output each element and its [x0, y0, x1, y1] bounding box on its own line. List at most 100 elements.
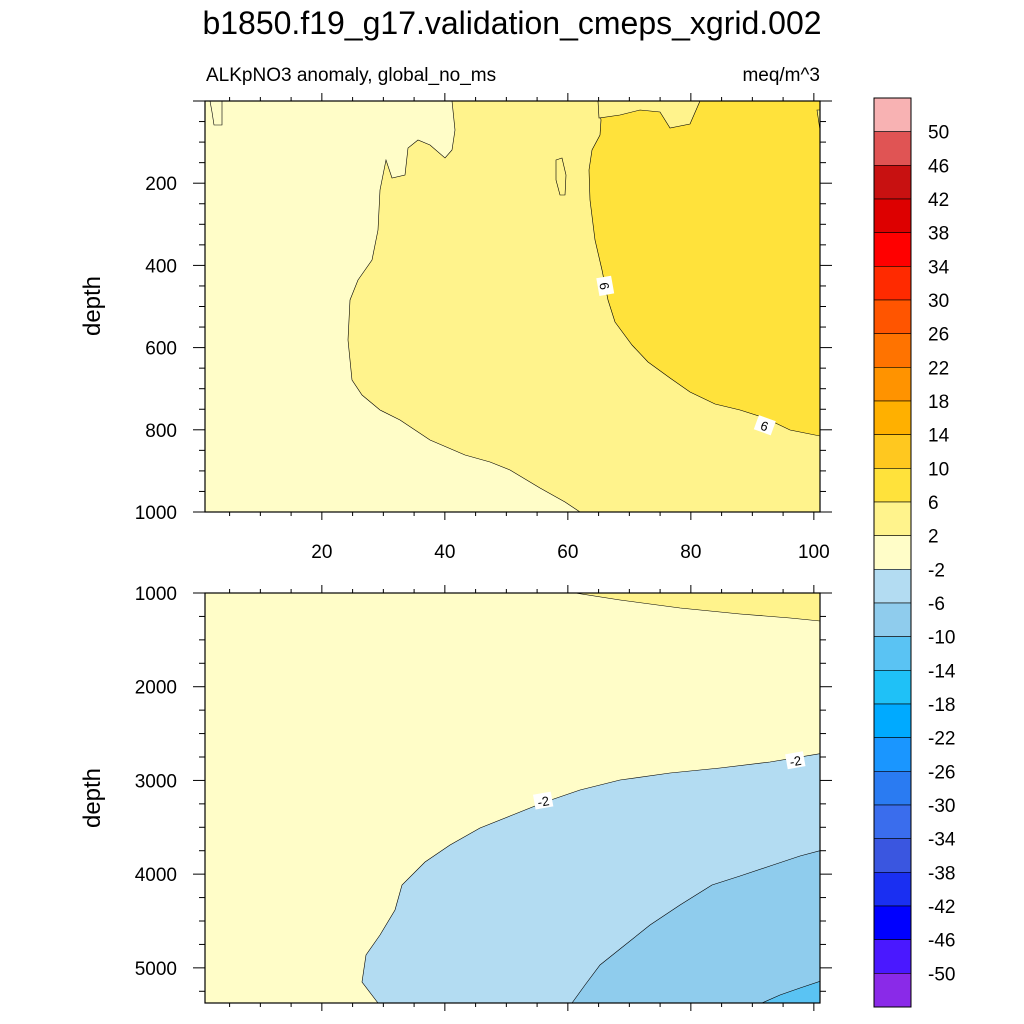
contour-label-bg [753, 415, 776, 436]
colorbar-label: -30 [928, 796, 955, 817]
colorbar-swatch [873, 804, 912, 839]
colorbar-label: 6 [928, 493, 939, 514]
colorbar-label: -26 [928, 762, 955, 783]
figure-title: b1850.f19_g17.validation_cmeps_xgrid.002 [202, 5, 821, 41]
lower-panel: 1000 2000 3000 4000 5000 -2 -2 depth [79, 584, 832, 1011]
upper-ticks: 20 40 60 80 100 200 400 600 800 1000 [135, 93, 832, 563]
lower-ticks: 1000 2000 3000 4000 5000 [135, 584, 832, 1011]
y-tick-label: 600 [145, 339, 177, 360]
y-tick-label: 3000 [135, 771, 177, 792]
contour-label-bg [532, 791, 554, 810]
colorbar-label: -14 [928, 661, 956, 682]
contour-label-text: -2 [788, 753, 802, 770]
upper-region-mid-spur [597, 101, 701, 129]
colorbar-label: 38 [928, 224, 949, 245]
colorbar-swatch [873, 535, 912, 570]
lower-contour-fill [205, 593, 820, 1003]
colorbar-label: -42 [928, 897, 955, 918]
colorbar-swatch [873, 872, 912, 907]
colorbar-swatch [873, 232, 912, 267]
upper-region-low-edge [209, 101, 223, 126]
colorbar-label: -22 [928, 729, 955, 750]
upper-contour-fill [205, 101, 820, 512]
lower-y-axis-label: depth [79, 768, 106, 828]
colorbar-label: 2 [928, 527, 939, 548]
colorbar-swatch [873, 468, 912, 503]
left-subtitle: ALKpNO3 anomaly, global_no_ms [206, 65, 496, 86]
y-tick-label: 4000 [135, 865, 177, 886]
colorbar-swatch [873, 905, 912, 940]
upper-region-high [588, 101, 820, 437]
x-tick-label: 20 [311, 542, 332, 563]
lower-region-neg10 [761, 981, 820, 1003]
colorbar-swatch [873, 333, 912, 368]
colorbar-label: 46 [928, 156, 949, 177]
colorbar-swatch [873, 501, 912, 536]
colorbar-swatch [873, 97, 912, 132]
contour-label: -2 [785, 751, 806, 770]
y-tick-label: 1000 [135, 584, 177, 605]
colorbar-swatch [873, 367, 912, 402]
contour-label: 6 [753, 415, 776, 436]
y-tick-label: 2000 [135, 678, 177, 699]
colorbar-swatch [873, 165, 912, 200]
colorbar-swatch [873, 737, 912, 772]
colorbar-label: 42 [928, 190, 949, 211]
x-tick-label: 100 [798, 542, 830, 563]
colorbar-label: 10 [928, 459, 949, 480]
contour-label-bg [785, 751, 806, 770]
contour-label-text: 6 [759, 418, 771, 435]
colorbar-label: 30 [928, 291, 949, 312]
colorbar-swatch [873, 400, 912, 435]
colorbar-frame [873, 97, 912, 1008]
colorbar-label: 22 [928, 358, 949, 379]
colorbar-label: -50 [928, 964, 955, 985]
colorbar-label: 18 [928, 392, 949, 413]
contour-label: -2 [532, 791, 554, 810]
colorbar-swatch [873, 973, 912, 1008]
colorbar-swatch [873, 771, 912, 806]
colorbar-swatch [873, 434, 912, 469]
lower-region-mid [574, 593, 820, 622]
colorbar-swatch [873, 602, 912, 637]
y-tick-label: 400 [145, 256, 177, 277]
colorbar-label: -6 [928, 594, 945, 615]
colorbar: 50 46 42 38 34 30 26 22 18 14 10 6 2 -2 -6 -10 -14 -18 -22… [873, 97, 956, 1008]
lower-frame [204, 592, 821, 1004]
y-tick-label: 1000 [135, 503, 177, 524]
colorbar-label: -10 [928, 628, 955, 649]
colorbar-swatch [873, 636, 912, 671]
upper-contour-labels: 66 [596, 275, 776, 436]
colorbar-swatch [873, 198, 912, 233]
upper-region-low-right [816, 109, 820, 131]
x-tick-label: 60 [557, 542, 578, 563]
colorbar-swatch [873, 939, 912, 974]
contour-label-text: 6 [596, 281, 612, 291]
colorbar-label: 26 [928, 325, 949, 346]
colorbar-label: -34 [928, 830, 956, 851]
right-subtitle: meq/m^3 [742, 65, 820, 86]
contour-label: 6 [596, 275, 615, 297]
colorbar-swatch [873, 131, 912, 166]
lower-contour-labels: -2 -2 [532, 751, 806, 810]
colorbar-label: 34 [928, 257, 950, 278]
y-tick-label: 5000 [135, 959, 177, 980]
colorbar-swatch [873, 670, 912, 705]
colorbar-label: -46 [928, 931, 955, 952]
upper-region-high-blob [555, 157, 567, 196]
contour-label-text: -2 [536, 793, 550, 810]
colorbar-swatch [873, 299, 912, 334]
contour-label-bg [596, 275, 615, 297]
upper-y-axis-label: depth [79, 276, 106, 336]
y-tick-label: 800 [145, 421, 177, 442]
colorbar-swatch [873, 838, 912, 873]
colorbar-swatch [873, 569, 912, 604]
colorbar-label: 14 [928, 426, 950, 447]
colorbar-label: -38 [928, 863, 955, 884]
y-tick-label: 200 [145, 174, 177, 195]
x-tick-label: 40 [434, 542, 455, 563]
colorbar-label: 50 [928, 123, 949, 144]
x-tick-label: 80 [680, 542, 701, 563]
